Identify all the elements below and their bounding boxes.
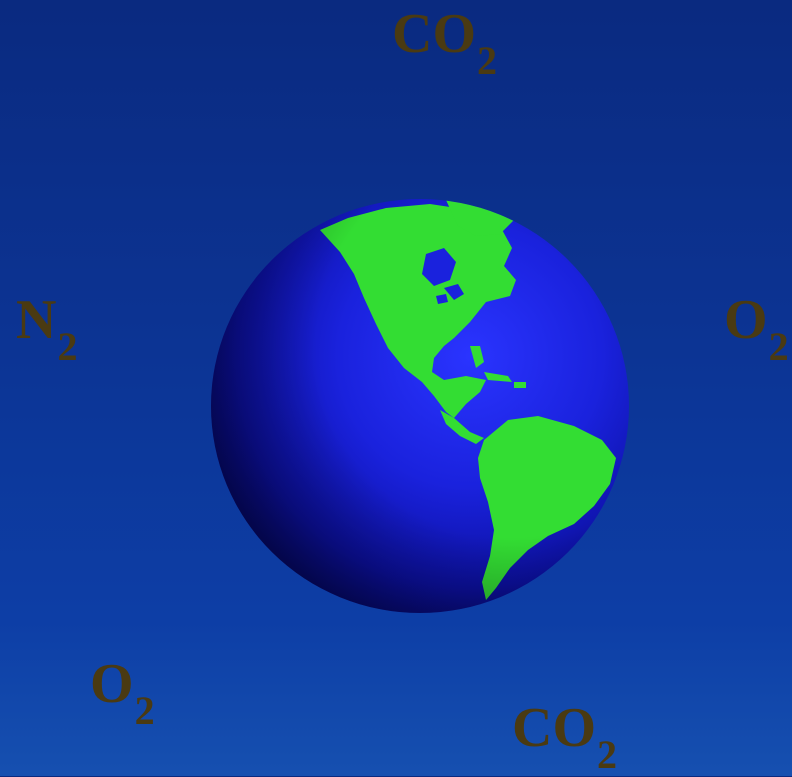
co2-base: CO — [512, 697, 596, 759]
o2-subscript: 2 — [134, 688, 155, 733]
n2-subscript: 2 — [57, 324, 78, 369]
co2-base: CO — [392, 3, 476, 65]
co2-label-top: CO2 — [392, 3, 497, 81]
n2-base: N — [16, 289, 57, 351]
o2-subscript: 2 — [768, 324, 789, 369]
co2-subscript: 2 — [477, 38, 497, 83]
o2-label-right: O2 — [724, 289, 789, 367]
o2-base: O — [90, 653, 134, 715]
earth-globe-icon — [208, 196, 632, 616]
n2-label-left: N2 — [16, 289, 77, 367]
earth-globe-svg — [211, 199, 629, 613]
o2-label-bottom-left: O2 — [90, 653, 155, 731]
co2-label-bottom: CO2 — [512, 697, 617, 775]
co2-subscript: 2 — [597, 732, 617, 777]
o2-base: O — [724, 289, 768, 351]
